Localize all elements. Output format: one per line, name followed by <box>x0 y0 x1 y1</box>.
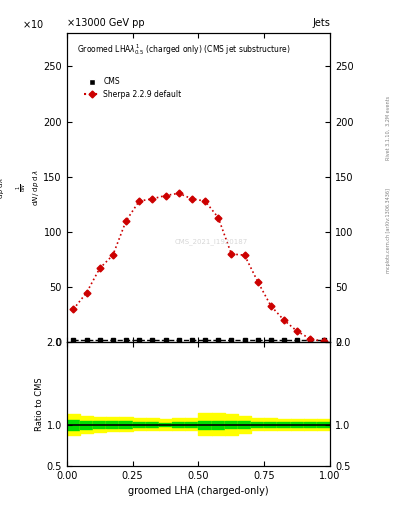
Y-axis label: Ratio to CMS: Ratio to CMS <box>35 377 44 431</box>
Text: Groomed LHA$\lambda^1_{0.5}$ (charged only) (CMS jet substructure): Groomed LHA$\lambda^1_{0.5}$ (charged on… <box>77 42 291 57</box>
Legend: CMS, Sherpa 2.2.9 default: CMS, Sherpa 2.2.9 default <box>81 74 185 102</box>
Text: mcplots.cern.ch [arXiv:1306.3436]: mcplots.cern.ch [arXiv:1306.3436] <box>386 188 391 273</box>
Text: Rivet 3.1.10,  3.2M events: Rivet 3.1.10, 3.2M events <box>386 96 391 160</box>
Text: ×13000 GeV pp: ×13000 GeV pp <box>67 18 145 28</box>
Text: CMS_2021_I1920187: CMS_2021_I1920187 <box>175 239 248 245</box>
Text: $\times$10: $\times$10 <box>22 18 44 30</box>
Y-axis label: $\mathrm{d}^2N$
$\mathrm{d}\,p\,\mathrm{d}\,\lambda$

$\frac{1}{\mathrm{d}N}$
$\: $\mathrm{d}^2N$ $\mathrm{d}\,p\,\mathrm{… <box>0 169 40 206</box>
Text: Jets: Jets <box>312 18 330 28</box>
X-axis label: groomed LHA (charged-only): groomed LHA (charged-only) <box>128 486 269 496</box>
